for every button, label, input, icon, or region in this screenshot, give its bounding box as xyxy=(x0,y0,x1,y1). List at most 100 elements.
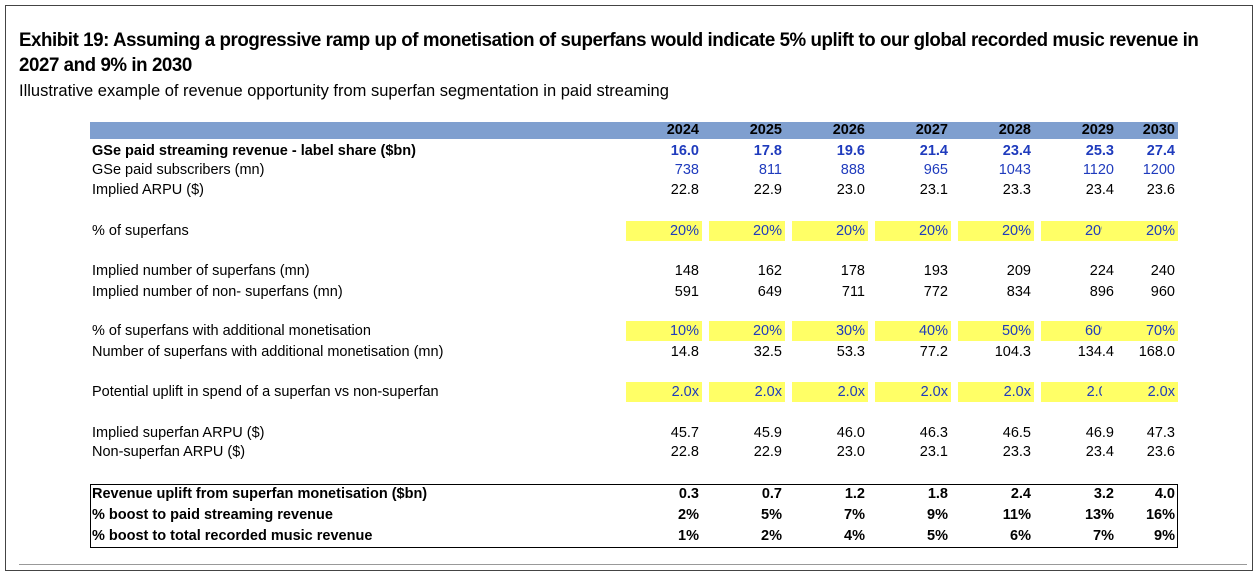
cell: 6% xyxy=(1010,528,1031,544)
cell: 11% xyxy=(1002,507,1031,523)
cell: 7% xyxy=(1093,528,1114,544)
row-label: Non-superfan ARPU ($) xyxy=(92,444,246,460)
row-label: % of superfans xyxy=(92,223,189,239)
cell: 20% xyxy=(958,221,1034,241)
cell: 2.0x xyxy=(958,382,1034,402)
cell: 23.6 xyxy=(1146,182,1175,198)
cell: 104.3 xyxy=(994,344,1031,360)
table-header-row: 2024 2025 2026 2027 2028 2029 2030 xyxy=(90,122,1178,139)
cell: 1% xyxy=(678,528,699,544)
row-label: % boost to paid streaming revenue xyxy=(92,507,333,523)
year-header: 2026 xyxy=(832,122,865,138)
cell: 2.0x xyxy=(875,382,951,402)
cell: 2.0x xyxy=(626,382,702,402)
cell: 888 xyxy=(840,162,865,178)
table-row-pct-superfans: % of superfans 20% 20% 20% 20% 20% 20% 2… xyxy=(90,221,1178,241)
cell: 240 xyxy=(1150,263,1175,279)
cell: 224 xyxy=(1089,263,1114,279)
cell: 2% xyxy=(678,507,699,523)
cell: 834 xyxy=(1006,284,1031,300)
cell: 209 xyxy=(1006,263,1031,279)
cell: 20% xyxy=(875,221,951,241)
cell: 4.0 xyxy=(1154,486,1175,502)
cell: 46.0 xyxy=(836,425,865,441)
year-header: 2028 xyxy=(998,122,1031,138)
row-label: GSe paid subscribers (mn) xyxy=(92,162,265,178)
cell: 14.8 xyxy=(670,344,699,360)
cell: 162 xyxy=(757,263,782,279)
cell: 9% xyxy=(1154,528,1175,544)
cell: 40% xyxy=(875,321,951,341)
cell: 23.0 xyxy=(836,444,865,460)
cell: 22.9 xyxy=(753,182,782,198)
cell: 46.9 xyxy=(1085,425,1114,441)
cell: 23.0 xyxy=(836,182,865,198)
cell: 13% xyxy=(1084,507,1114,523)
table-row-paid-streaming-revenue: GSe paid streaming revenue - label share… xyxy=(90,141,1178,161)
cell: 23.1 xyxy=(919,444,948,460)
cell: 22.9 xyxy=(753,444,782,460)
cell: 591 xyxy=(674,284,699,300)
cell: 5% xyxy=(927,528,948,544)
cell: 1043 xyxy=(998,162,1031,178)
cell: 649 xyxy=(757,284,782,300)
cell: 27.4 xyxy=(1146,143,1175,159)
cell: 896 xyxy=(1089,284,1114,300)
cell: 772 xyxy=(923,284,948,300)
cell: 4% xyxy=(844,528,865,544)
cell: 1200 xyxy=(1142,162,1175,178)
row-label: Implied number of non- superfans (mn) xyxy=(92,284,343,300)
year-header: 2025 xyxy=(749,122,782,138)
cell: 2.0x xyxy=(709,382,785,402)
cell: 3.2 xyxy=(1093,486,1114,502)
table-row-implied-superfans: Implied number of superfans (mn) 148 162… xyxy=(90,261,1178,281)
year-header: 2024 xyxy=(666,122,699,138)
cell: 45.9 xyxy=(753,425,782,441)
cell: 23.3 xyxy=(1002,182,1031,198)
row-label: % boost to total recorded music revenue xyxy=(92,528,373,544)
table-row-boost-paid-streaming: % boost to paid streaming revenue 2% 5% … xyxy=(90,505,1178,525)
cell: 5% xyxy=(761,507,782,523)
cell: 45.7 xyxy=(670,425,699,441)
cell: 20% xyxy=(709,221,785,241)
cell: 2.4 xyxy=(1010,486,1031,502)
cell: 2.0x xyxy=(792,382,868,402)
cell: 20% xyxy=(709,321,785,341)
cell: 32.5 xyxy=(753,344,782,360)
cell: 23.4 xyxy=(1085,444,1114,460)
cell: 77.2 xyxy=(919,344,948,360)
row-label: Implied ARPU ($) xyxy=(92,182,205,198)
table-row-implied-arpu: Implied ARPU ($) 22.8 22.9 23.0 23.1 23.… xyxy=(90,180,1178,200)
exhibit-title: Exhibit 19: Assuming a progressive ramp … xyxy=(19,29,1199,76)
table-row-non-superfan-arpu: Non-superfan ARPU ($) 22.8 22.9 23.0 23.… xyxy=(90,442,1178,462)
cell: 21.4 xyxy=(919,143,948,159)
row-label: Revenue uplift from superfan monetisatio… xyxy=(92,486,428,502)
exhibit-frame xyxy=(5,5,1253,571)
row-label: % of superfans with additional monetisat… xyxy=(92,323,371,339)
row-label: Implied superfan ARPU ($) xyxy=(92,425,265,441)
cell: 20% xyxy=(792,221,868,241)
cell: 25.3 xyxy=(1085,143,1114,159)
table-row-implied-non-superfans: Implied number of non- superfans (mn) 59… xyxy=(90,282,1178,302)
table-row-revenue-uplift: Revenue uplift from superfan monetisatio… xyxy=(90,484,1178,504)
cell: 965 xyxy=(923,162,948,178)
cell: 711 xyxy=(841,284,865,300)
cell: 30% xyxy=(792,321,868,341)
cell: 23.4 xyxy=(1002,143,1031,159)
cell: 7% xyxy=(844,507,865,523)
table-row-potential-uplift: Potential uplift in spend of a superfan … xyxy=(90,382,1178,402)
year-header: 2027 xyxy=(915,122,948,138)
cell: 47.3 xyxy=(1146,425,1175,441)
cell: 1120 xyxy=(1082,162,1114,178)
cell: 811 xyxy=(758,162,782,178)
cell: 178 xyxy=(840,263,865,279)
year-header: 2030 xyxy=(1142,122,1175,138)
cell: 134.4 xyxy=(1077,344,1114,360)
table-row-boost-total-recorded-music: % boost to total recorded music revenue … xyxy=(90,526,1178,546)
row-label: Number of superfans with additional mone… xyxy=(92,344,444,360)
cell: 2.0x xyxy=(1102,382,1178,402)
cell: 738 xyxy=(674,162,699,178)
cell: 23.4 xyxy=(1085,182,1114,198)
cell: 2% xyxy=(761,528,782,544)
cell: 20% xyxy=(626,221,702,241)
